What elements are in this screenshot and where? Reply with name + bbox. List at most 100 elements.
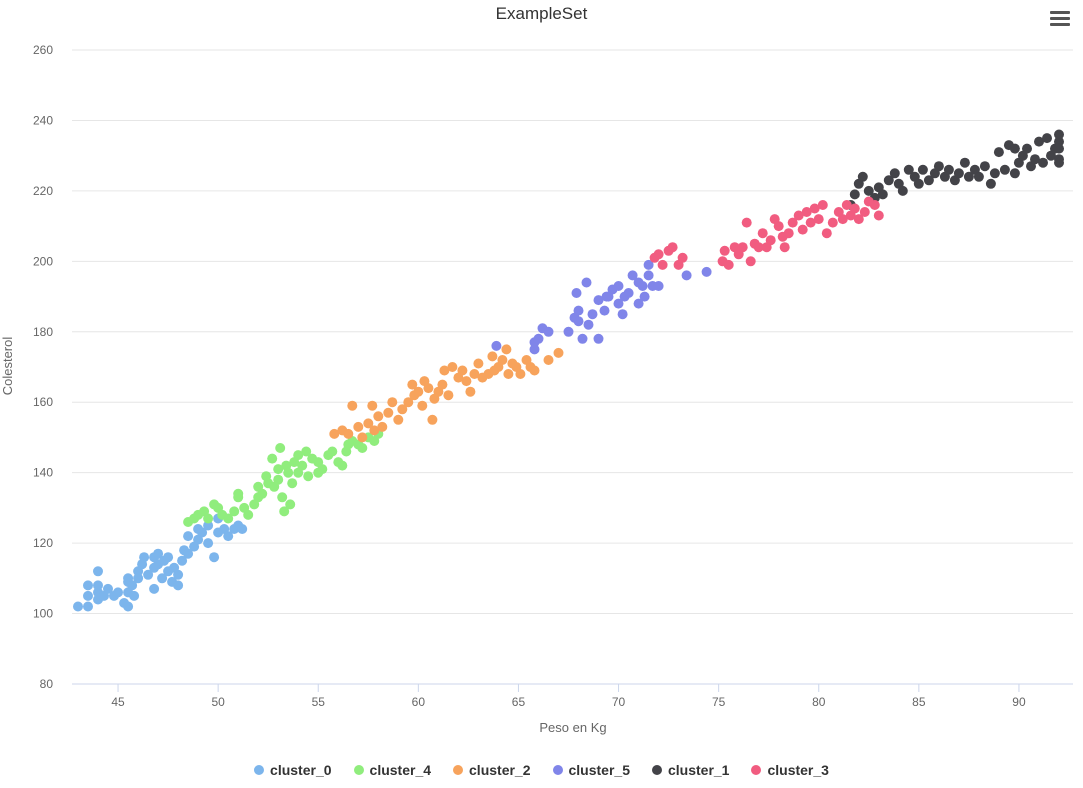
data-point[interactable] — [809, 203, 820, 214]
data-point[interactable] — [83, 580, 93, 591]
data-point[interactable] — [377, 421, 388, 432]
data-point[interactable] — [357, 443, 368, 453]
data-point[interactable] — [959, 157, 970, 168]
data-point[interactable] — [849, 203, 860, 214]
data-point[interactable] — [177, 555, 188, 566]
data-point[interactable] — [745, 256, 756, 267]
data-point[interactable] — [529, 365, 540, 376]
legend-item-cluster_0[interactable]: cluster_0 — [254, 762, 332, 778]
data-point[interactable] — [501, 344, 512, 355]
data-point[interactable] — [1054, 157, 1064, 168]
data-point[interactable] — [113, 587, 123, 598]
data-point[interactable] — [317, 464, 328, 475]
data-point[interactable] — [257, 488, 268, 499]
data-point[interactable] — [417, 400, 428, 411]
data-point[interactable] — [423, 383, 434, 394]
data-point[interactable] — [163, 552, 174, 563]
data-point[interactable] — [301, 446, 312, 457]
data-point[interactable] — [491, 340, 502, 351]
data-point[interactable] — [243, 509, 254, 520]
data-point[interactable] — [173, 580, 184, 591]
data-point[interactable] — [903, 164, 914, 175]
data-point[interactable] — [413, 386, 424, 397]
data-point[interactable] — [1034, 136, 1044, 147]
data-point[interactable] — [723, 259, 734, 270]
data-point[interactable] — [1054, 143, 1064, 154]
data-point[interactable] — [643, 259, 654, 270]
data-point[interactable] — [229, 506, 240, 517]
data-point[interactable] — [813, 214, 824, 225]
data-point[interactable] — [985, 178, 996, 189]
legend-item-cluster_3[interactable]: cluster_3 — [751, 762, 829, 778]
hamburger-menu-icon[interactable] — [1046, 8, 1074, 34]
legend-item-cluster_1[interactable]: cluster_1 — [651, 762, 729, 778]
data-point[interactable] — [863, 185, 874, 196]
data-point[interactable] — [443, 390, 454, 401]
data-point[interactable] — [601, 291, 612, 302]
data-point[interactable] — [837, 214, 848, 225]
data-point[interactable] — [667, 242, 678, 253]
data-point[interactable] — [883, 175, 894, 186]
data-point[interactable] — [393, 414, 404, 425]
data-point[interactable] — [133, 573, 144, 584]
legend-item-cluster_5[interactable]: cluster_5 — [552, 762, 630, 778]
data-point[interactable] — [327, 446, 338, 457]
data-point[interactable] — [407, 379, 418, 390]
data-point[interactable] — [1022, 143, 1032, 154]
data-point[interactable] — [681, 270, 692, 281]
data-point[interactable] — [473, 358, 484, 369]
data-point[interactable] — [347, 400, 358, 411]
data-point[interactable] — [613, 281, 624, 291]
data-point[interactable] — [283, 467, 294, 478]
legend-item-cluster_2[interactable]: cluster_2 — [453, 762, 531, 778]
data-point[interactable] — [643, 270, 654, 281]
data-point[interactable] — [627, 270, 638, 281]
data-point[interactable] — [719, 245, 730, 256]
data-point[interactable] — [583, 319, 594, 330]
data-point[interactable] — [139, 552, 150, 563]
data-point[interactable] — [469, 369, 480, 379]
data-point[interactable] — [367, 400, 378, 411]
data-point[interactable] — [617, 309, 628, 320]
data-point[interactable] — [1030, 154, 1040, 165]
data-point[interactable] — [917, 164, 928, 175]
data-point[interactable] — [533, 333, 544, 344]
data-point[interactable] — [587, 309, 598, 320]
data-point[interactable] — [1038, 157, 1048, 168]
data-point[interactable] — [183, 548, 194, 559]
data-point[interactable] — [127, 580, 138, 591]
data-point[interactable] — [933, 161, 944, 172]
data-point[interactable] — [657, 259, 668, 270]
data-point[interactable] — [653, 249, 664, 260]
data-point[interactable] — [83, 601, 93, 612]
data-point[interactable] — [397, 404, 408, 415]
data-point[interactable] — [869, 200, 880, 210]
data-point[interactable] — [387, 397, 398, 408]
data-point[interactable] — [457, 365, 468, 376]
legend-item-cluster_4[interactable]: cluster_4 — [353, 762, 431, 778]
data-point[interactable] — [503, 369, 514, 379]
data-point[interactable] — [701, 266, 712, 277]
data-point[interactable] — [529, 344, 540, 355]
data-point[interactable] — [343, 428, 354, 439]
data-point[interactable] — [787, 217, 798, 228]
data-point[interactable] — [447, 362, 458, 372]
data-point[interactable] — [383, 407, 394, 418]
data-point[interactable] — [637, 281, 648, 291]
data-point[interactable] — [827, 217, 838, 228]
data-point[interactable] — [363, 418, 374, 429]
data-point[interactable] — [913, 178, 924, 189]
data-point[interactable] — [427, 414, 438, 425]
data-point[interactable] — [153, 548, 164, 559]
data-point[interactable] — [797, 224, 808, 235]
data-point[interactable] — [897, 185, 908, 196]
data-point[interactable] — [553, 347, 564, 358]
data-point[interactable] — [357, 432, 368, 443]
data-point[interactable] — [173, 569, 184, 580]
data-point[interactable] — [1042, 133, 1052, 144]
data-point[interactable] — [403, 397, 414, 408]
data-point[interactable] — [237, 524, 248, 534]
data-point[interactable] — [859, 207, 870, 217]
data-point[interactable] — [653, 281, 664, 291]
data-point[interactable] — [1054, 129, 1064, 140]
